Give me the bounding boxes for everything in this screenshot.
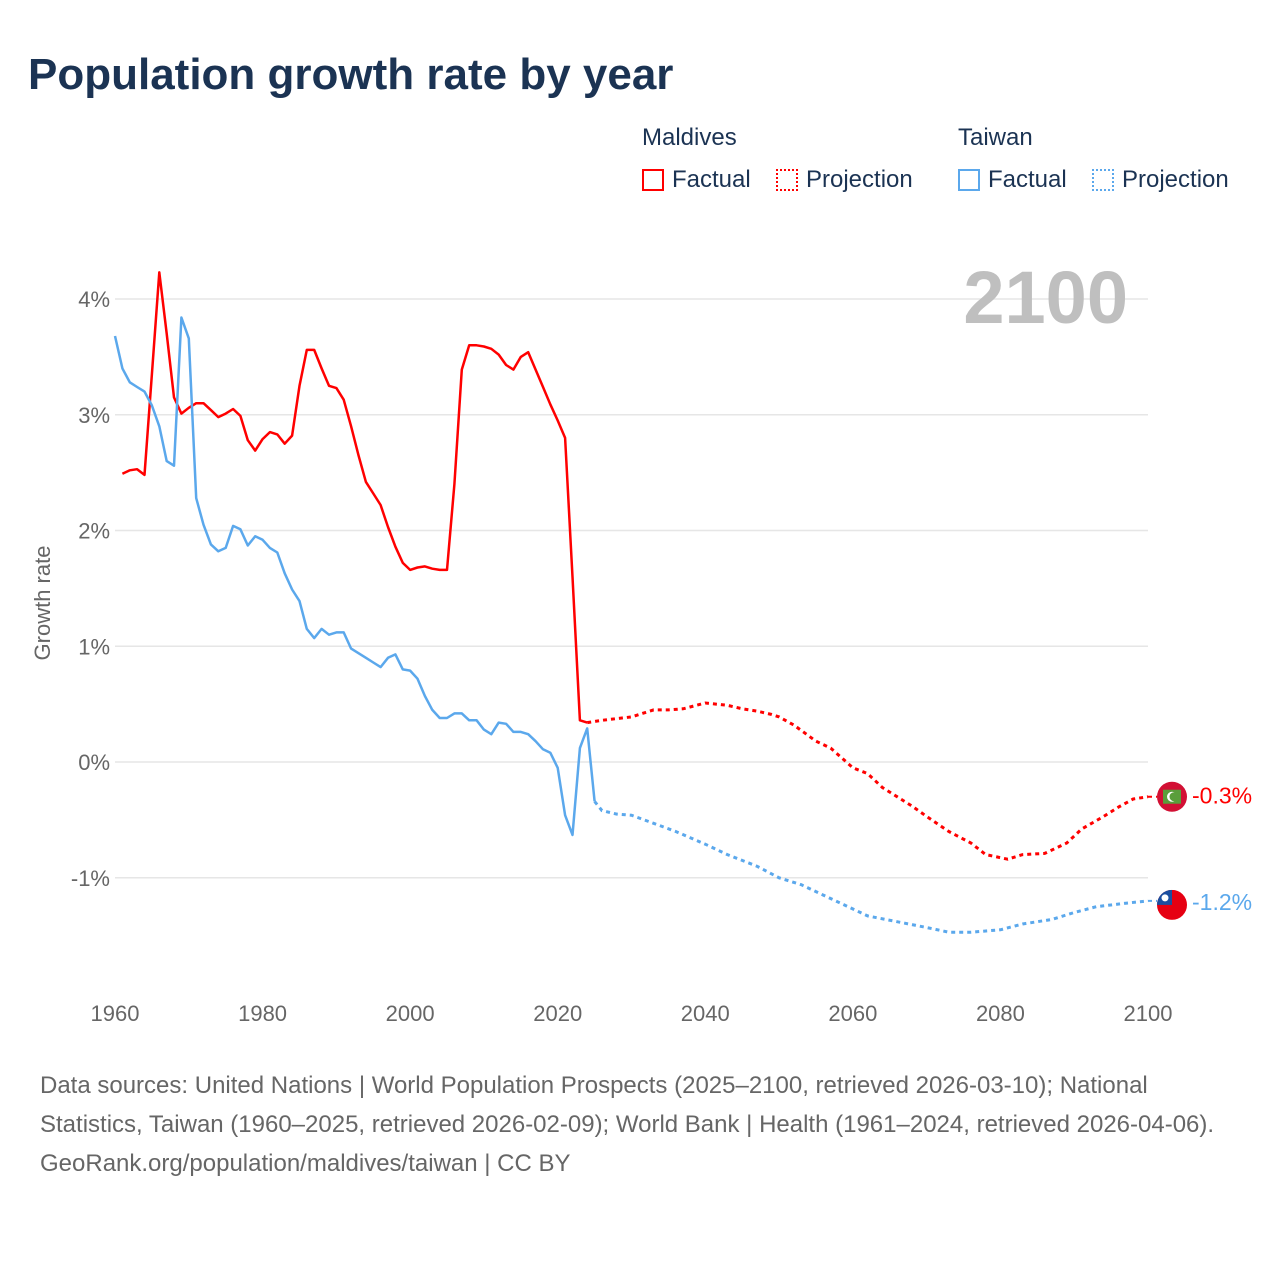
maldives-projection-line — [586, 701, 1149, 861]
chart-title: Population growth rate by year — [28, 50, 674, 99]
data-sources: Data sources: United Nations | World Pop… — [40, 1072, 1215, 1138]
y-tick-label: 3% — [78, 403, 110, 428]
legend-maldives-projection[interactable]: Projection — [776, 166, 913, 194]
maldives-factual-line — [121, 271, 588, 724]
y-tick-label: 0% — [78, 750, 110, 775]
maldives-flag-icon — [1157, 781, 1187, 812]
legend-swatch-dotted — [776, 169, 798, 191]
x-tick-label: 2100 — [1124, 1001, 1173, 1026]
x-tick-label: 2000 — [386, 1001, 435, 1026]
x-tick-label: 2060 — [828, 1001, 877, 1026]
taiwan-factual-line — [113, 316, 596, 837]
current-year-label: 2100 — [963, 256, 1128, 339]
legend-label: Projection — [806, 166, 913, 193]
legend-swatch-solid — [642, 169, 664, 191]
legend-label: Factual — [672, 166, 751, 193]
legend-group-label: Taiwan — [958, 124, 1033, 151]
legend-swatch-dotted — [1092, 169, 1114, 191]
legend-group-label: Maldives — [642, 124, 737, 151]
legend-maldives-factual[interactable]: Factual — [642, 166, 751, 194]
y-tick-label: -1% — [71, 866, 110, 891]
legend-group-taiwan: Taiwan Factual Projection — [958, 124, 1229, 193]
legend-taiwan-projection[interactable]: Projection — [1092, 166, 1229, 194]
y-tick-label: 2% — [78, 519, 110, 544]
x-tick-label: 1960 — [91, 1001, 140, 1026]
legend-label: Projection — [1122, 166, 1229, 193]
x-tick-label: 2020 — [533, 1001, 582, 1026]
legend-label: Factual — [988, 166, 1067, 193]
footer: Data sources: United Nations | World Pop… — [40, 1066, 1250, 1183]
credit-link[interactable]: GeoRank.org/population/maldives/taiwan |… — [40, 1150, 571, 1177]
legend-group-maldives: Maldives Factual Projection — [642, 124, 913, 193]
legend-swatch-solid — [958, 169, 980, 191]
y-tick-label: 4% — [78, 287, 110, 312]
x-tick-label: 1980 — [238, 1001, 287, 1026]
y-tick-label: 1% — [78, 634, 110, 659]
line-chart: 4% 3% 2% 1% 0% -1% 1960 1980 2000 2020 2040 2060 208… — [30, 256, 1252, 1026]
maldives-end-value-label: -0.3% — [1192, 783, 1252, 809]
x-tick-label: 2080 — [976, 1001, 1025, 1026]
y-axis-label: Growth rate — [30, 546, 55, 661]
legend-taiwan-factual[interactable]: Factual — [958, 166, 1067, 194]
taiwan-end-value-label: -1.2% — [1192, 889, 1252, 915]
taiwan-projection-line — [593, 800, 1149, 934]
taiwan-flag-icon — [1157, 889, 1187, 920]
x-tick-label: 2040 — [681, 1001, 730, 1026]
